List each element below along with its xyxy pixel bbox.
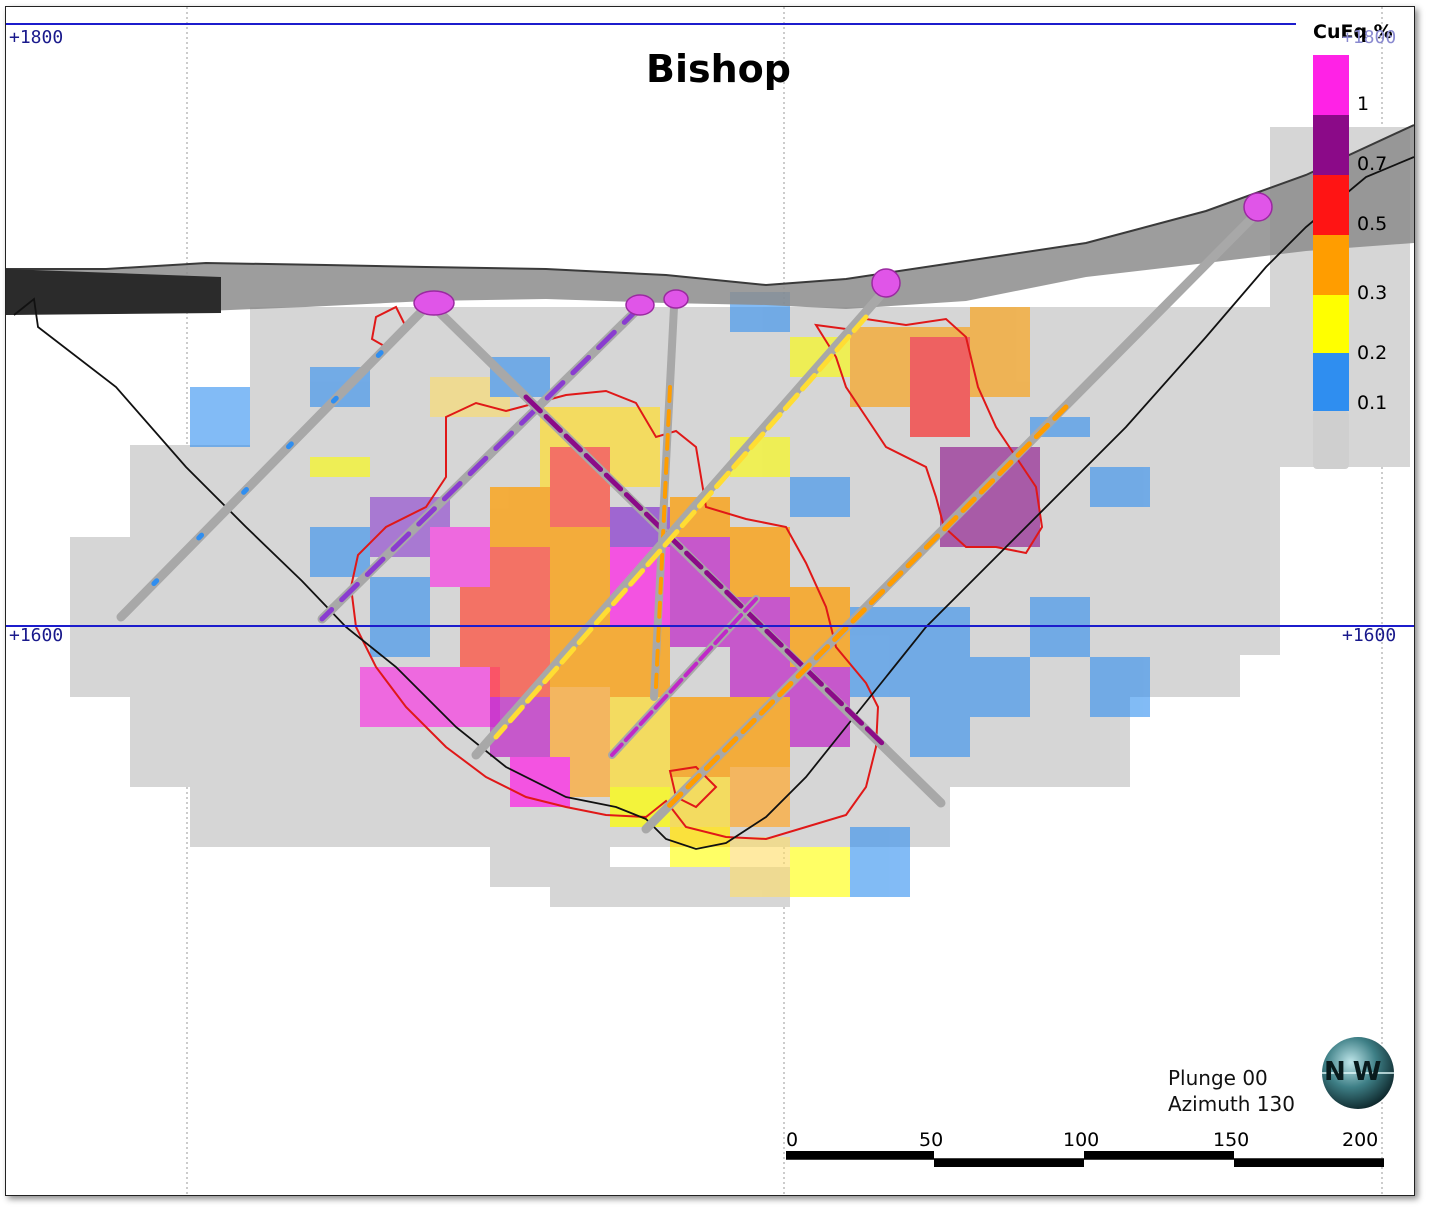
section-view: Bishop CuEq % 1 0.7 0.5 0.3 0.2 0.1 +180… — [5, 6, 1415, 1196]
pit-outline — [13, 156, 1414, 850]
elevation-label-top-left: +1800 — [9, 27, 64, 48]
legend-label-0-3: 0.3 — [1357, 282, 1388, 304]
scale-label-0: 0 — [786, 1129, 799, 1151]
legend-label-0-2: 0.2 — [1357, 342, 1388, 364]
elevation-label-mid-left: +1600 — [9, 625, 64, 646]
scale-label-200: 200 — [1342, 1129, 1379, 1151]
drill-collars — [413, 192, 1273, 316]
topography-surface — [6, 124, 1414, 315]
plunge-label: Plunge 00 — [1168, 1066, 1268, 1090]
scale-label-50: 50 — [919, 1129, 944, 1151]
drill-holes — [116, 207, 1263, 834]
legend-label-1: 1 — [1357, 93, 1370, 115]
cross-section-canvas — [6, 7, 1414, 1195]
compass-letters: N W — [1324, 1057, 1381, 1087]
legend-colorbar — [1313, 55, 1349, 469]
elevation-label-top-right: +1800 — [1342, 27, 1397, 48]
legend-title: CuEq % — [1313, 21, 1393, 43]
grade-shell-outlines — [349, 305, 1044, 841]
block-model-grades — [190, 292, 1150, 897]
scale-bar — [786, 1151, 1384, 1167]
grid-lines — [186, 7, 1383, 1195]
azimuth-label: Azimuth 130 — [1168, 1092, 1295, 1116]
legend-label-0-5: 0.5 — [1357, 213, 1388, 235]
scale-label-150: 150 — [1213, 1129, 1250, 1151]
elevation-label-mid-right: +1600 — [1342, 625, 1397, 646]
compass-globe-icon — [1322, 1037, 1394, 1109]
elevation-lines — [6, 23, 1414, 627]
legend-label-0-7: 0.7 — [1357, 153, 1388, 175]
scale-label-100: 100 — [1063, 1129, 1100, 1151]
legend-label-0-1: 0.1 — [1357, 392, 1388, 414]
section-title: Bishop — [646, 47, 791, 91]
